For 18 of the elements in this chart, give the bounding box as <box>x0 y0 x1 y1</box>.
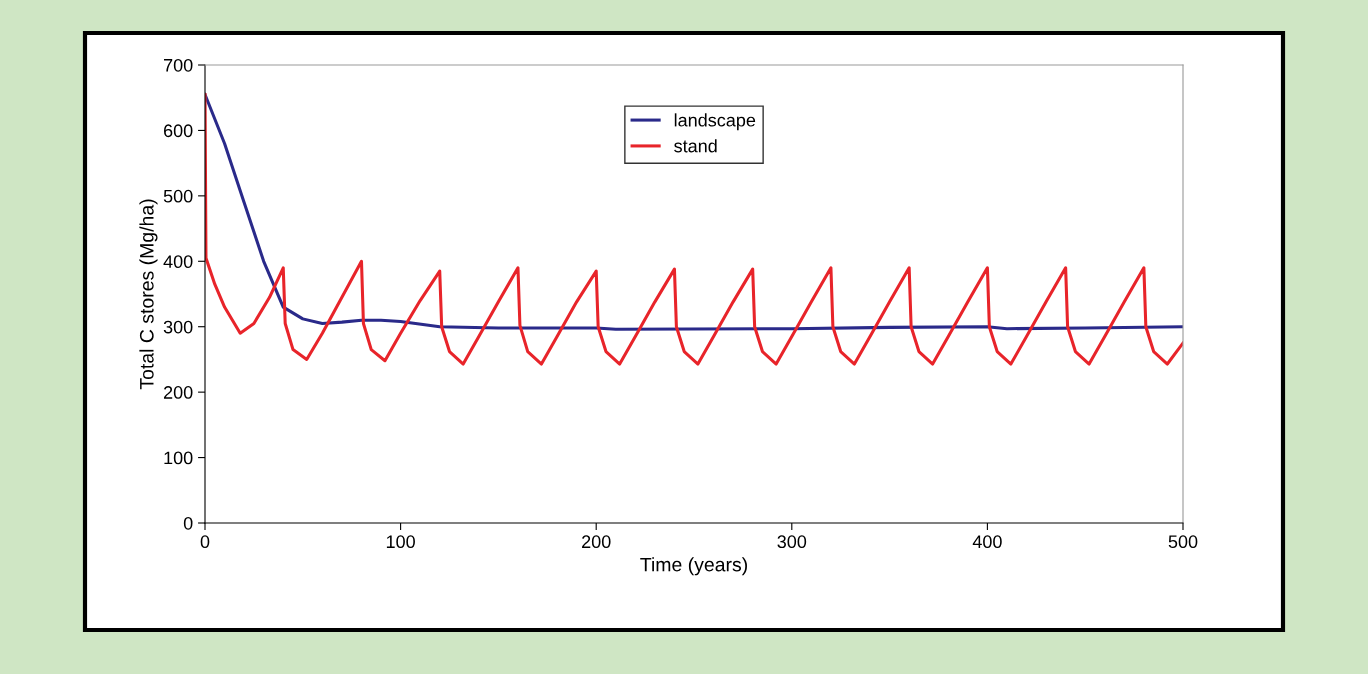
x-tick-label: 200 <box>582 535 611 549</box>
y-tick-label: 400 <box>163 255 193 269</box>
y-tick-label: 600 <box>163 124 193 138</box>
legend-label: landscape <box>674 113 756 131</box>
y-tick-label: 100 <box>164 451 193 465</box>
x-tick-label: 0 <box>200 535 210 549</box>
x-axis-title: Time (years) <box>640 557 747 576</box>
legend-label: stand <box>674 139 717 153</box>
x-tick-label: 300 <box>777 535 807 549</box>
y-tick-label: 500 <box>163 189 193 203</box>
y-tick-label: 700 <box>164 58 193 72</box>
x-tick-label: 100 <box>386 535 415 549</box>
y-axis-title: Total C stores (Mg/ha) <box>139 199 158 390</box>
y-tick-label: 200 <box>163 386 193 399</box>
y-tick-label: 300 <box>163 320 193 334</box>
x-tick-label: 500 <box>1168 535 1198 549</box>
x-tick-label: 400 <box>972 535 1002 549</box>
y-tick-label: 0 <box>183 516 193 530</box>
